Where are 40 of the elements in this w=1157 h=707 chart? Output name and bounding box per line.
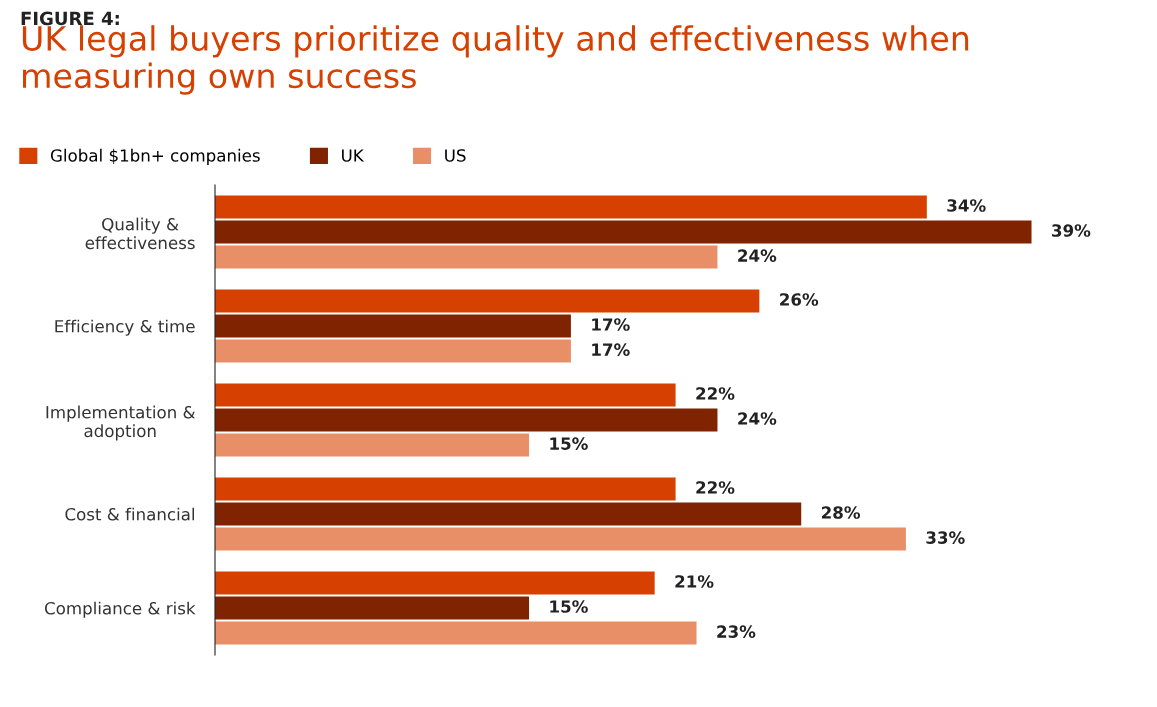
data-label: 33% — [926, 531, 965, 544]
data-label: 15% — [550, 437, 588, 450]
y-tick-label: Implementation & adoption — [46, 405, 196, 441]
y-tick-label: Quality & effectiveness — [85, 217, 195, 250]
bar — [215, 433, 530, 457]
bar — [215, 571, 655, 595]
bar — [215, 408, 718, 432]
data-label: 22% — [696, 387, 735, 400]
bar — [215, 220, 1032, 244]
legend-label: Global $1bn+ companies — [50, 148, 260, 165]
legend-label: UK — [342, 149, 365, 162]
bar — [215, 289, 760, 313]
chart-title: UK legal buyers prioritize quality and effectiveness when measuring own success — [22, 25, 969, 95]
bar — [215, 245, 718, 269]
y-tick-label: Efficiency & time — [55, 319, 195, 336]
data-label: 15% — [550, 600, 588, 613]
data-label: 34% — [947, 199, 986, 212]
bar — [215, 339, 571, 363]
bar — [215, 502, 802, 526]
data-label: 26% — [780, 293, 819, 306]
data-label: 23% — [717, 625, 756, 638]
data-label: 17% — [592, 318, 630, 331]
y-tick-label: Compliance & risk — [44, 601, 196, 618]
bar — [215, 527, 906, 551]
bar — [215, 596, 530, 620]
legend-label: US — [445, 149, 466, 162]
data-label: 17% — [592, 343, 630, 356]
bar — [215, 621, 697, 645]
y-tick-label: Cost & financial — [65, 507, 194, 521]
data-label: 24% — [738, 412, 777, 425]
data-label: 22% — [696, 481, 735, 494]
bar — [215, 477, 676, 501]
bar — [215, 383, 676, 407]
bar — [215, 195, 927, 219]
bar — [215, 314, 571, 338]
data-label: 21% — [675, 575, 714, 588]
data-label: 39% — [1052, 224, 1091, 237]
data-label: 28% — [821, 506, 861, 519]
data-label: 24% — [738, 249, 777, 262]
caption: FIGURE 4: — [21, 11, 119, 26]
